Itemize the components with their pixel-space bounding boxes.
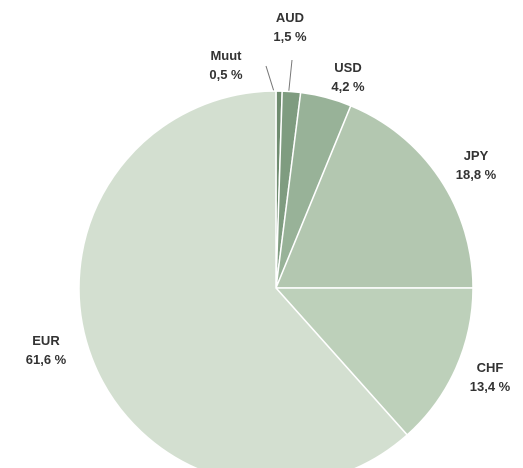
slice-label: JPY [464, 148, 489, 163]
slice-label: EUR [32, 333, 60, 348]
slice-value-label: 1,5 % [273, 29, 307, 44]
slice-label: AUD [276, 10, 304, 25]
pie-slice [274, 287, 474, 437]
slice-value-label: 13,4 % [470, 379, 511, 394]
slice-value-label: 4,2 % [331, 79, 365, 94]
slice-value-label: 61,6 % [26, 352, 67, 367]
pie-slice [78, 90, 409, 468]
slice-value-label: 18,8 % [456, 167, 497, 182]
slice-label: CHF [477, 360, 504, 375]
slice-label: USD [334, 60, 361, 75]
pie-slice [274, 104, 474, 289]
slice-value-label: 0,5 % [209, 67, 243, 82]
slice-label: Muut [210, 48, 242, 63]
